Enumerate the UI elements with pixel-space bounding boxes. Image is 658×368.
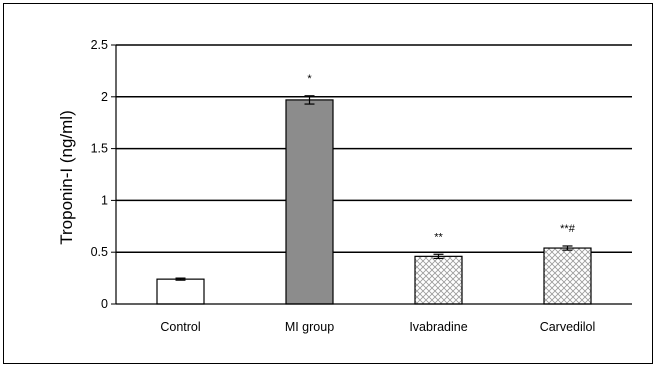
y-tick-label: 2 [101,90,108,104]
bar-mi-group [285,99,334,305]
x-category-label: Control [160,320,200,334]
error-bar [562,245,573,251]
significance-label: * [307,73,312,85]
label-layer: 0 0.5 1 1.5 2 2.5 Control * MI group ** Ivabradine… [91,38,596,334]
error-bar [304,95,315,105]
axis-layer [111,44,632,305]
y-tick-label: 2.5 [91,38,108,52]
bar-ivabradine [414,255,463,305]
y-tick-label: 1.5 [91,142,108,156]
error-bar [175,277,186,281]
grid-layer [116,44,632,253]
error-bar [433,253,444,260]
x-category-label: MI group [285,320,334,334]
y-tick-label: 0.5 [91,245,108,259]
y-tick-label: 1 [101,193,108,207]
bar-layer [156,95,592,305]
significance-label: ** [434,231,443,243]
x-category-label: Carvedilol [540,320,596,334]
y-tick-label: 0 [101,297,108,311]
significance-label: **# [560,223,576,235]
y-axis-title: Troponin-I (ng/ml) [57,110,76,244]
bar-control [156,278,205,305]
x-category-label: Ivabradine [409,320,467,334]
bar-carvedilol [543,247,592,305]
